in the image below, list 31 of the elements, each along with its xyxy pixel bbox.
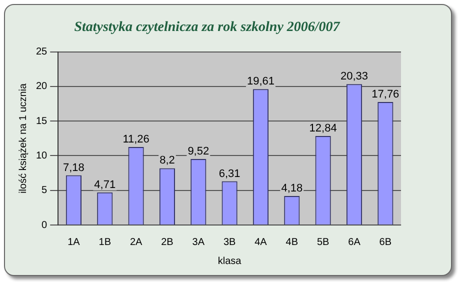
y-tick-label: 15 — [36, 116, 48, 127]
x-tick-label: 5B — [316, 236, 330, 248]
data-label: 11,26 — [122, 134, 150, 146]
y-tick-label: 5 — [42, 185, 48, 196]
data-label: 12,84 — [309, 122, 337, 135]
x-tick-label: 6B — [379, 236, 392, 248]
x-tick-label: 3B — [223, 236, 236, 248]
x-tick-label: 6A — [348, 236, 361, 248]
data-label: 19,61 — [246, 76, 274, 88]
x-tick-label: 4B — [286, 236, 298, 248]
data-label: 8,2 — [160, 154, 175, 167]
data-label: 7,18 — [62, 162, 84, 174]
data-label: 9,52 — [188, 146, 210, 158]
data-label: 4,18 — [281, 182, 303, 195]
chart-title: Statystyka czytelnicza za rok szkolny 2006/007 — [74, 20, 341, 36]
x-tick-label: 1A — [68, 236, 80, 248]
y-tick-label: 0 — [42, 220, 48, 231]
y-tick-label: 10 — [36, 150, 48, 162]
data-label: 6,31 — [218, 168, 240, 180]
x-tick-label: 4A — [254, 236, 268, 248]
x-tick-label: 2A — [130, 236, 142, 248]
data-label: 17,76 — [372, 88, 400, 100]
y-tick-label: 25 — [36, 46, 48, 58]
x-tick-label: 1B — [98, 236, 112, 248]
x-axis-title: klasa — [218, 256, 242, 267]
y-tick-label: 20 — [36, 81, 48, 92]
data-label: 4,71 — [94, 178, 116, 191]
x-tick-label: 3A — [192, 236, 205, 248]
data-label: 20,33 — [340, 70, 368, 83]
y-axis-title: ilość książek na 1 ucznia — [18, 82, 29, 194]
x-tick-label: 2B — [161, 236, 174, 248]
